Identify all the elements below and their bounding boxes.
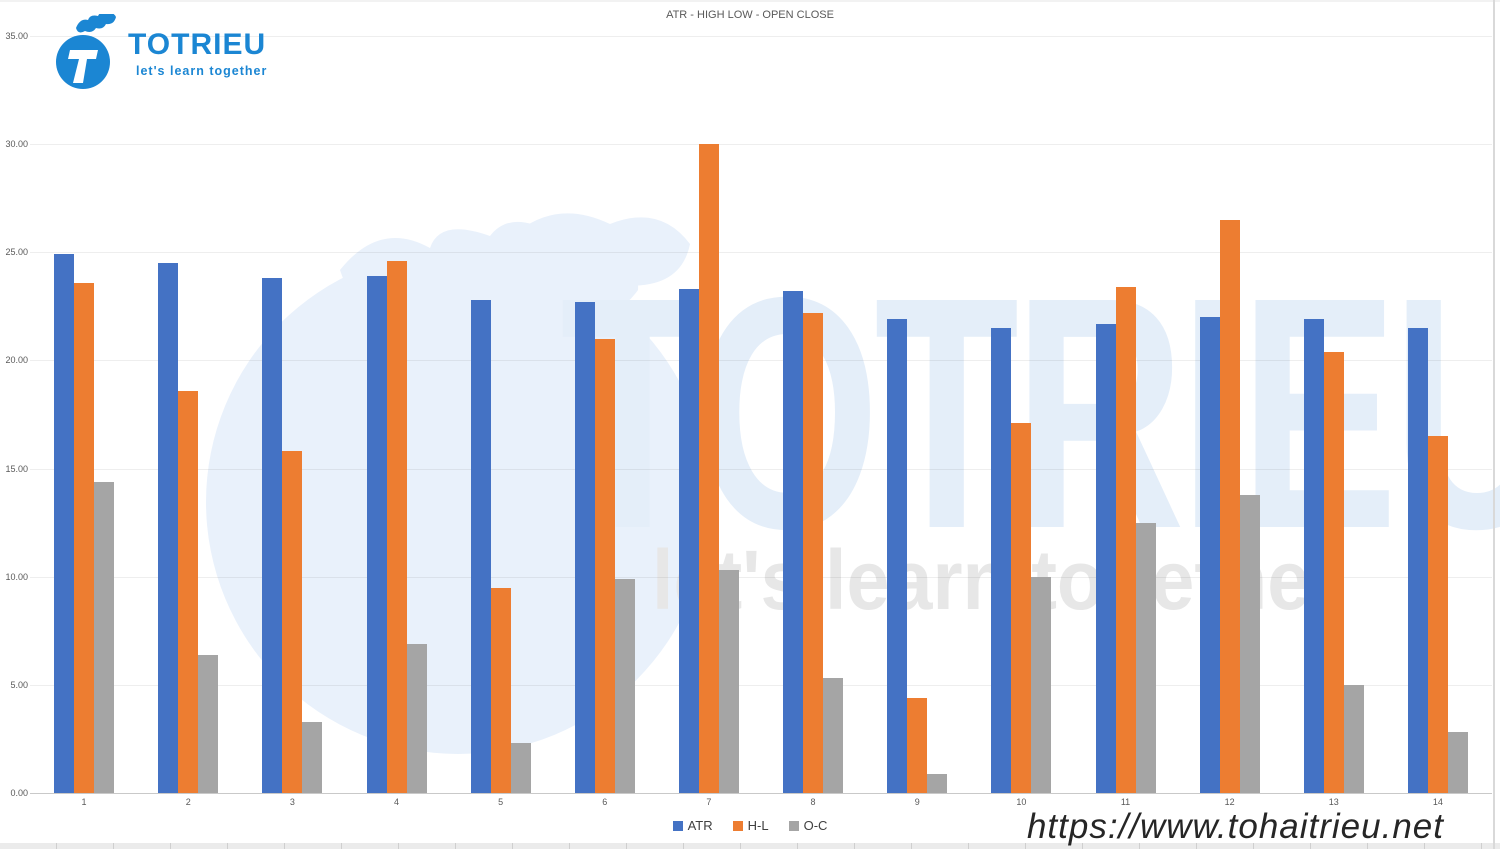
logo-flame-icon [56,14,116,89]
bar-o-c-12 [1239,494,1260,793]
bar-h-l-9 [907,697,928,793]
bar-o-c-11 [1135,522,1156,793]
legend-item-o-c: O-C [788,818,828,833]
x-tick-label: 7 [706,797,712,807]
x-tick-label: 13 [1328,797,1339,807]
bar-h-l-8 [803,312,824,793]
legend-swatch [732,820,743,831]
gridline [30,252,1492,254]
legend-item-atr: ATR [672,818,713,833]
bar-o-c-14 [1447,732,1468,793]
bar-atr-1 [54,254,75,793]
bar-o-c-8 [823,678,844,793]
bar-h-l-14 [1427,436,1448,793]
y-tick-label: 25.00 [5,247,28,258]
x-tick-label: 14 [1432,797,1443,807]
bar-atr-10 [991,327,1012,793]
bar-atr-6 [574,302,595,793]
bar-atr-12 [1199,317,1220,793]
y-tick-label: 10.00 [5,571,28,582]
x-tick-label: 10 [1016,797,1027,807]
legend-swatch [788,820,799,831]
bar-atr-3 [262,278,283,793]
x-tick-label: 1 [81,797,87,807]
gridline [30,576,1492,578]
bar-atr-9 [887,319,908,793]
bar-o-c-6 [614,578,635,793]
y-tick-label: 0.00 [10,788,28,798]
bar-h-l-10 [1011,423,1032,793]
bar-h-l-11 [1115,286,1136,793]
bar-h-l-6 [594,338,615,793]
top-edge-line [0,0,1500,2]
y-tick-label: 15.00 [5,463,28,474]
bar-o-c-13 [1343,684,1364,793]
gridline [30,144,1492,146]
bar-o-c-1 [94,481,115,793]
logo-tagline: let's learn together [136,64,268,78]
x-tick-label: 5 [498,797,504,807]
bar-o-c-5 [510,743,531,793]
gridline [30,793,1492,794]
brand-logo: TOTRIEU let's learn together [50,14,267,96]
y-tick-label: 30.00 [5,139,28,150]
x-tick-label: 2 [185,797,191,807]
bar-atr-2 [158,263,179,793]
gridline [30,684,1492,686]
bar-h-l-3 [282,451,303,793]
bar-atr-13 [1303,319,1324,793]
bar-h-l-1 [74,282,95,793]
bar-atr-11 [1095,323,1116,793]
bar-o-c-3 [302,721,323,793]
bar-h-l-2 [178,390,199,793]
gridline [30,360,1492,362]
bar-atr-4 [366,276,387,793]
x-tick-label: 11 [1120,797,1131,807]
bar-o-c-2 [198,654,219,793]
bar-o-c-10 [1031,576,1052,793]
bar-o-c-7 [718,570,739,793]
bar-o-c-4 [406,643,427,793]
bottom-strip [0,843,1500,849]
bar-atr-5 [470,299,491,793]
legend: ATR H-L O-C [0,818,1500,833]
bar-atr-8 [783,291,804,793]
gridline [30,36,1492,37]
logo-wordmark: TOTRIEU [128,28,267,61]
bar-h-l-5 [490,587,511,793]
x-tick-label: 4 [393,797,399,807]
site-url-watermark: https://www.tohaitrieu.net [1026,807,1444,846]
x-tick-label: 9 [914,797,920,807]
legend-label: H-L [747,818,769,833]
x-tick-label: 8 [810,797,816,807]
y-tick-label: 35.00 [5,31,28,41]
legend-label: O-C [803,818,828,833]
bar-atr-7 [678,289,699,793]
bar-atr-14 [1407,327,1428,793]
y-tick-label: 5.00 [10,679,28,690]
right-edge-line [1493,0,1495,849]
bar-h-l-7 [698,144,719,793]
legend-item-h-l: H-L [732,818,769,833]
chart-title: ATR - HIGH LOW - OPEN CLOSE [666,9,834,21]
gridline [30,468,1492,470]
bar-h-l-12 [1219,219,1240,793]
bar-o-c-9 [927,773,948,793]
x-tick-label: 12 [1224,797,1235,807]
bar-h-l-13 [1323,351,1344,793]
y-tick-label: 20.00 [5,355,28,366]
x-tick-label: 3 [289,797,295,807]
legend-swatch [672,820,683,831]
x-tick-label: 6 [602,797,608,807]
bar-h-l-4 [386,260,407,793]
legend-label: ATR [687,818,713,833]
